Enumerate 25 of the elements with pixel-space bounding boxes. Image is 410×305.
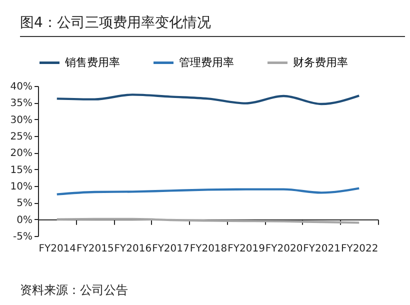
y-tick-label: 25%	[10, 132, 32, 142]
y-tick-label: 40%	[10, 82, 32, 92]
y-tick-label: 5%	[16, 198, 32, 210]
legend-label: 管理费用率	[179, 56, 234, 69]
legend-label: 财务费用率	[293, 56, 348, 69]
chart-title: 图4：公司三项费用率变化情况	[20, 14, 405, 37]
x-tick-label: FY2019	[228, 244, 265, 254]
x-tick-label: FY2018	[190, 244, 228, 254]
x-tick-label: FY2021	[303, 244, 340, 254]
x-tick-label: FY2015	[76, 244, 114, 254]
y-tick-label: 0%	[16, 214, 32, 226]
text: 资料来源：公司公告	[20, 282, 128, 299]
y-tick-label: 10%	[10, 182, 32, 192]
x-tick-label: FY2014	[38, 244, 76, 254]
x-tick-label: FY2017	[152, 244, 190, 254]
y-tick-label: 35%	[10, 98, 32, 110]
line-series	[56, 94, 360, 106]
x-tick-label: FY2022	[340, 244, 378, 254]
x-tick-label: FY2020	[265, 244, 303, 254]
y-tick-label: 20%	[10, 148, 32, 160]
x-tick-label: FY2016	[114, 244, 152, 254]
y-tick-label: 15%	[10, 164, 32, 176]
legend-label: 销售费用率	[64, 56, 120, 69]
y-tick-label: -5%	[13, 232, 32, 242]
y-tick-label: 30%	[10, 114, 32, 126]
